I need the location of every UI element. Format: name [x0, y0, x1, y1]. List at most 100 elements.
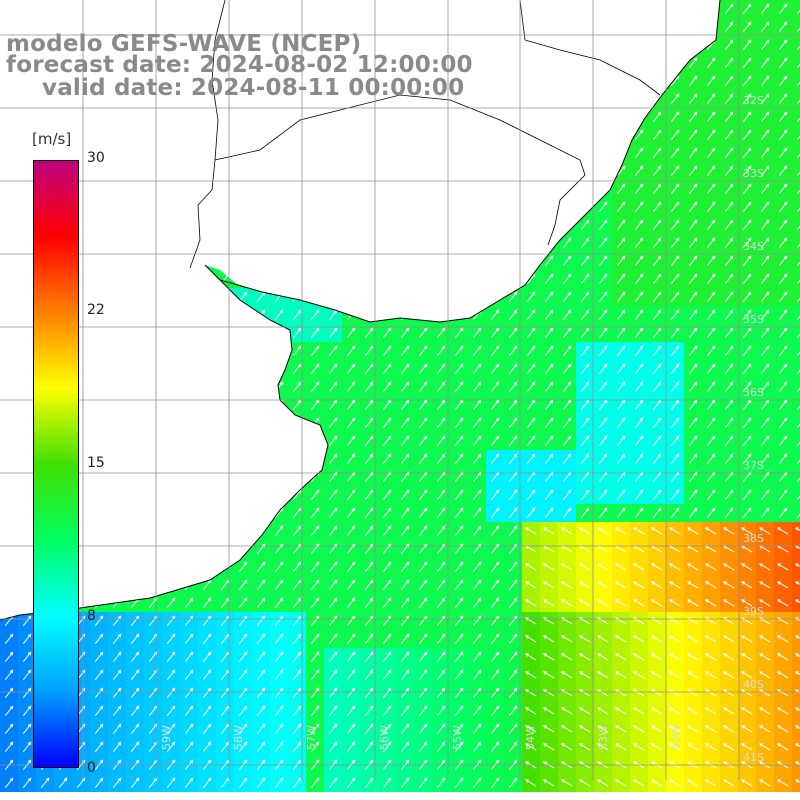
wind-arrow — [274, 741, 284, 753]
wind-arrow — [382, 597, 392, 609]
wind-arrow — [580, 345, 590, 357]
wind-arrow — [742, 183, 752, 195]
wind-arrow — [22, 741, 32, 753]
wind-arrow — [544, 363, 554, 375]
wind-arrow — [544, 489, 554, 501]
wind-arrow — [598, 381, 608, 393]
wind-arrow — [670, 489, 680, 501]
speed-cell — [792, 72, 800, 90]
speed-cell — [792, 162, 800, 180]
wind-arrow — [616, 255, 626, 267]
wind-arrow — [706, 507, 716, 519]
wind-arrow — [688, 453, 698, 465]
wind-arrow — [524, 725, 537, 733]
wind-arrow — [292, 723, 302, 735]
wind-arrow — [418, 705, 428, 717]
lat-lon-grid — [0, 0, 800, 780]
speed-cell — [792, 198, 800, 216]
wind-arrow — [598, 435, 608, 447]
wind-arrow — [596, 671, 609, 679]
wind-arrow — [130, 633, 140, 645]
wind-arrow — [382, 327, 392, 339]
wind-arrow — [454, 435, 464, 447]
longitude-label: 55W — [451, 725, 464, 750]
wind-arrow — [490, 723, 500, 735]
wind-arrow — [472, 327, 482, 339]
wind-arrow — [776, 779, 789, 787]
wind-arrow — [256, 561, 266, 573]
wind-arrow — [704, 581, 717, 589]
wind-arrow — [724, 435, 734, 447]
wind-arrow — [724, 219, 734, 231]
wind-arrow — [346, 777, 356, 789]
wind-arrow — [722, 527, 735, 535]
wind-arrow — [650, 671, 663, 679]
wind-arrow — [776, 635, 789, 643]
wind-arrow — [596, 743, 609, 751]
wind-arrow — [256, 615, 266, 627]
wind-arrow — [670, 183, 680, 195]
wind-arrow — [688, 129, 698, 141]
wind-arrow — [22, 669, 32, 681]
speed-cell — [792, 36, 800, 54]
wind-arrow — [202, 723, 212, 735]
wind-arrow — [598, 219, 608, 231]
wind-arrow — [634, 381, 644, 393]
wind-arrow — [598, 273, 608, 285]
wind-arrow — [742, 201, 752, 213]
wind-arrow — [346, 363, 356, 375]
wind-arrow — [598, 201, 608, 213]
wind-arrow — [724, 39, 734, 51]
wind-arrow — [508, 381, 518, 393]
wind-arrow — [418, 723, 428, 735]
wind-arrow — [778, 39, 788, 51]
wind-arrow — [328, 633, 338, 645]
wind-arrow — [742, 291, 752, 303]
wind-arrow — [256, 705, 266, 717]
wind-arrow — [328, 741, 338, 753]
wind-arrow — [310, 705, 320, 717]
wind-arrow — [490, 651, 500, 663]
wind-arrow — [578, 635, 591, 643]
wind-arrow — [490, 525, 500, 537]
wind-arrow — [706, 147, 716, 159]
wind-arrow — [490, 309, 500, 321]
wind-arrow — [724, 309, 734, 321]
wind-arrow — [670, 507, 680, 519]
wind-arrow — [742, 309, 752, 321]
wind-arrow — [112, 651, 122, 663]
wind-arrow — [632, 599, 645, 607]
wind-arrow — [560, 635, 573, 643]
wind-arrow — [454, 651, 464, 663]
wind-arrow — [238, 615, 248, 627]
wind-arrow — [328, 777, 338, 789]
wind-arrow — [202, 705, 212, 717]
wind-arrow — [364, 597, 374, 609]
wind-arrow — [760, 57, 770, 69]
wind-arrow — [596, 725, 609, 733]
wind-arrow — [652, 435, 662, 447]
wind-arrow — [598, 327, 608, 339]
wind-arrow — [364, 615, 374, 627]
wind-arrow — [794, 707, 800, 711]
wind-arrow — [778, 417, 788, 429]
wind-arrow — [256, 597, 266, 609]
wind-arrow — [688, 255, 698, 267]
wind-arrow — [202, 777, 212, 789]
wind-arrow — [634, 219, 644, 231]
wind-arrow — [508, 327, 518, 339]
longitude-label: 54W — [524, 725, 537, 750]
wind-arrow — [166, 633, 176, 645]
wind-arrow — [454, 669, 464, 681]
wind-arrow — [652, 489, 662, 501]
wind-arrow — [364, 705, 374, 717]
wind-arrow — [490, 687, 500, 699]
wind-arrow — [238, 723, 248, 735]
wind-arrow — [760, 111, 770, 123]
wind-arrow — [130, 777, 140, 789]
wind-arrow — [740, 563, 753, 571]
wind-arrow — [274, 579, 284, 591]
wind-arrow — [670, 291, 680, 303]
wind-arrow — [632, 653, 645, 661]
wind-arrow — [794, 527, 800, 531]
